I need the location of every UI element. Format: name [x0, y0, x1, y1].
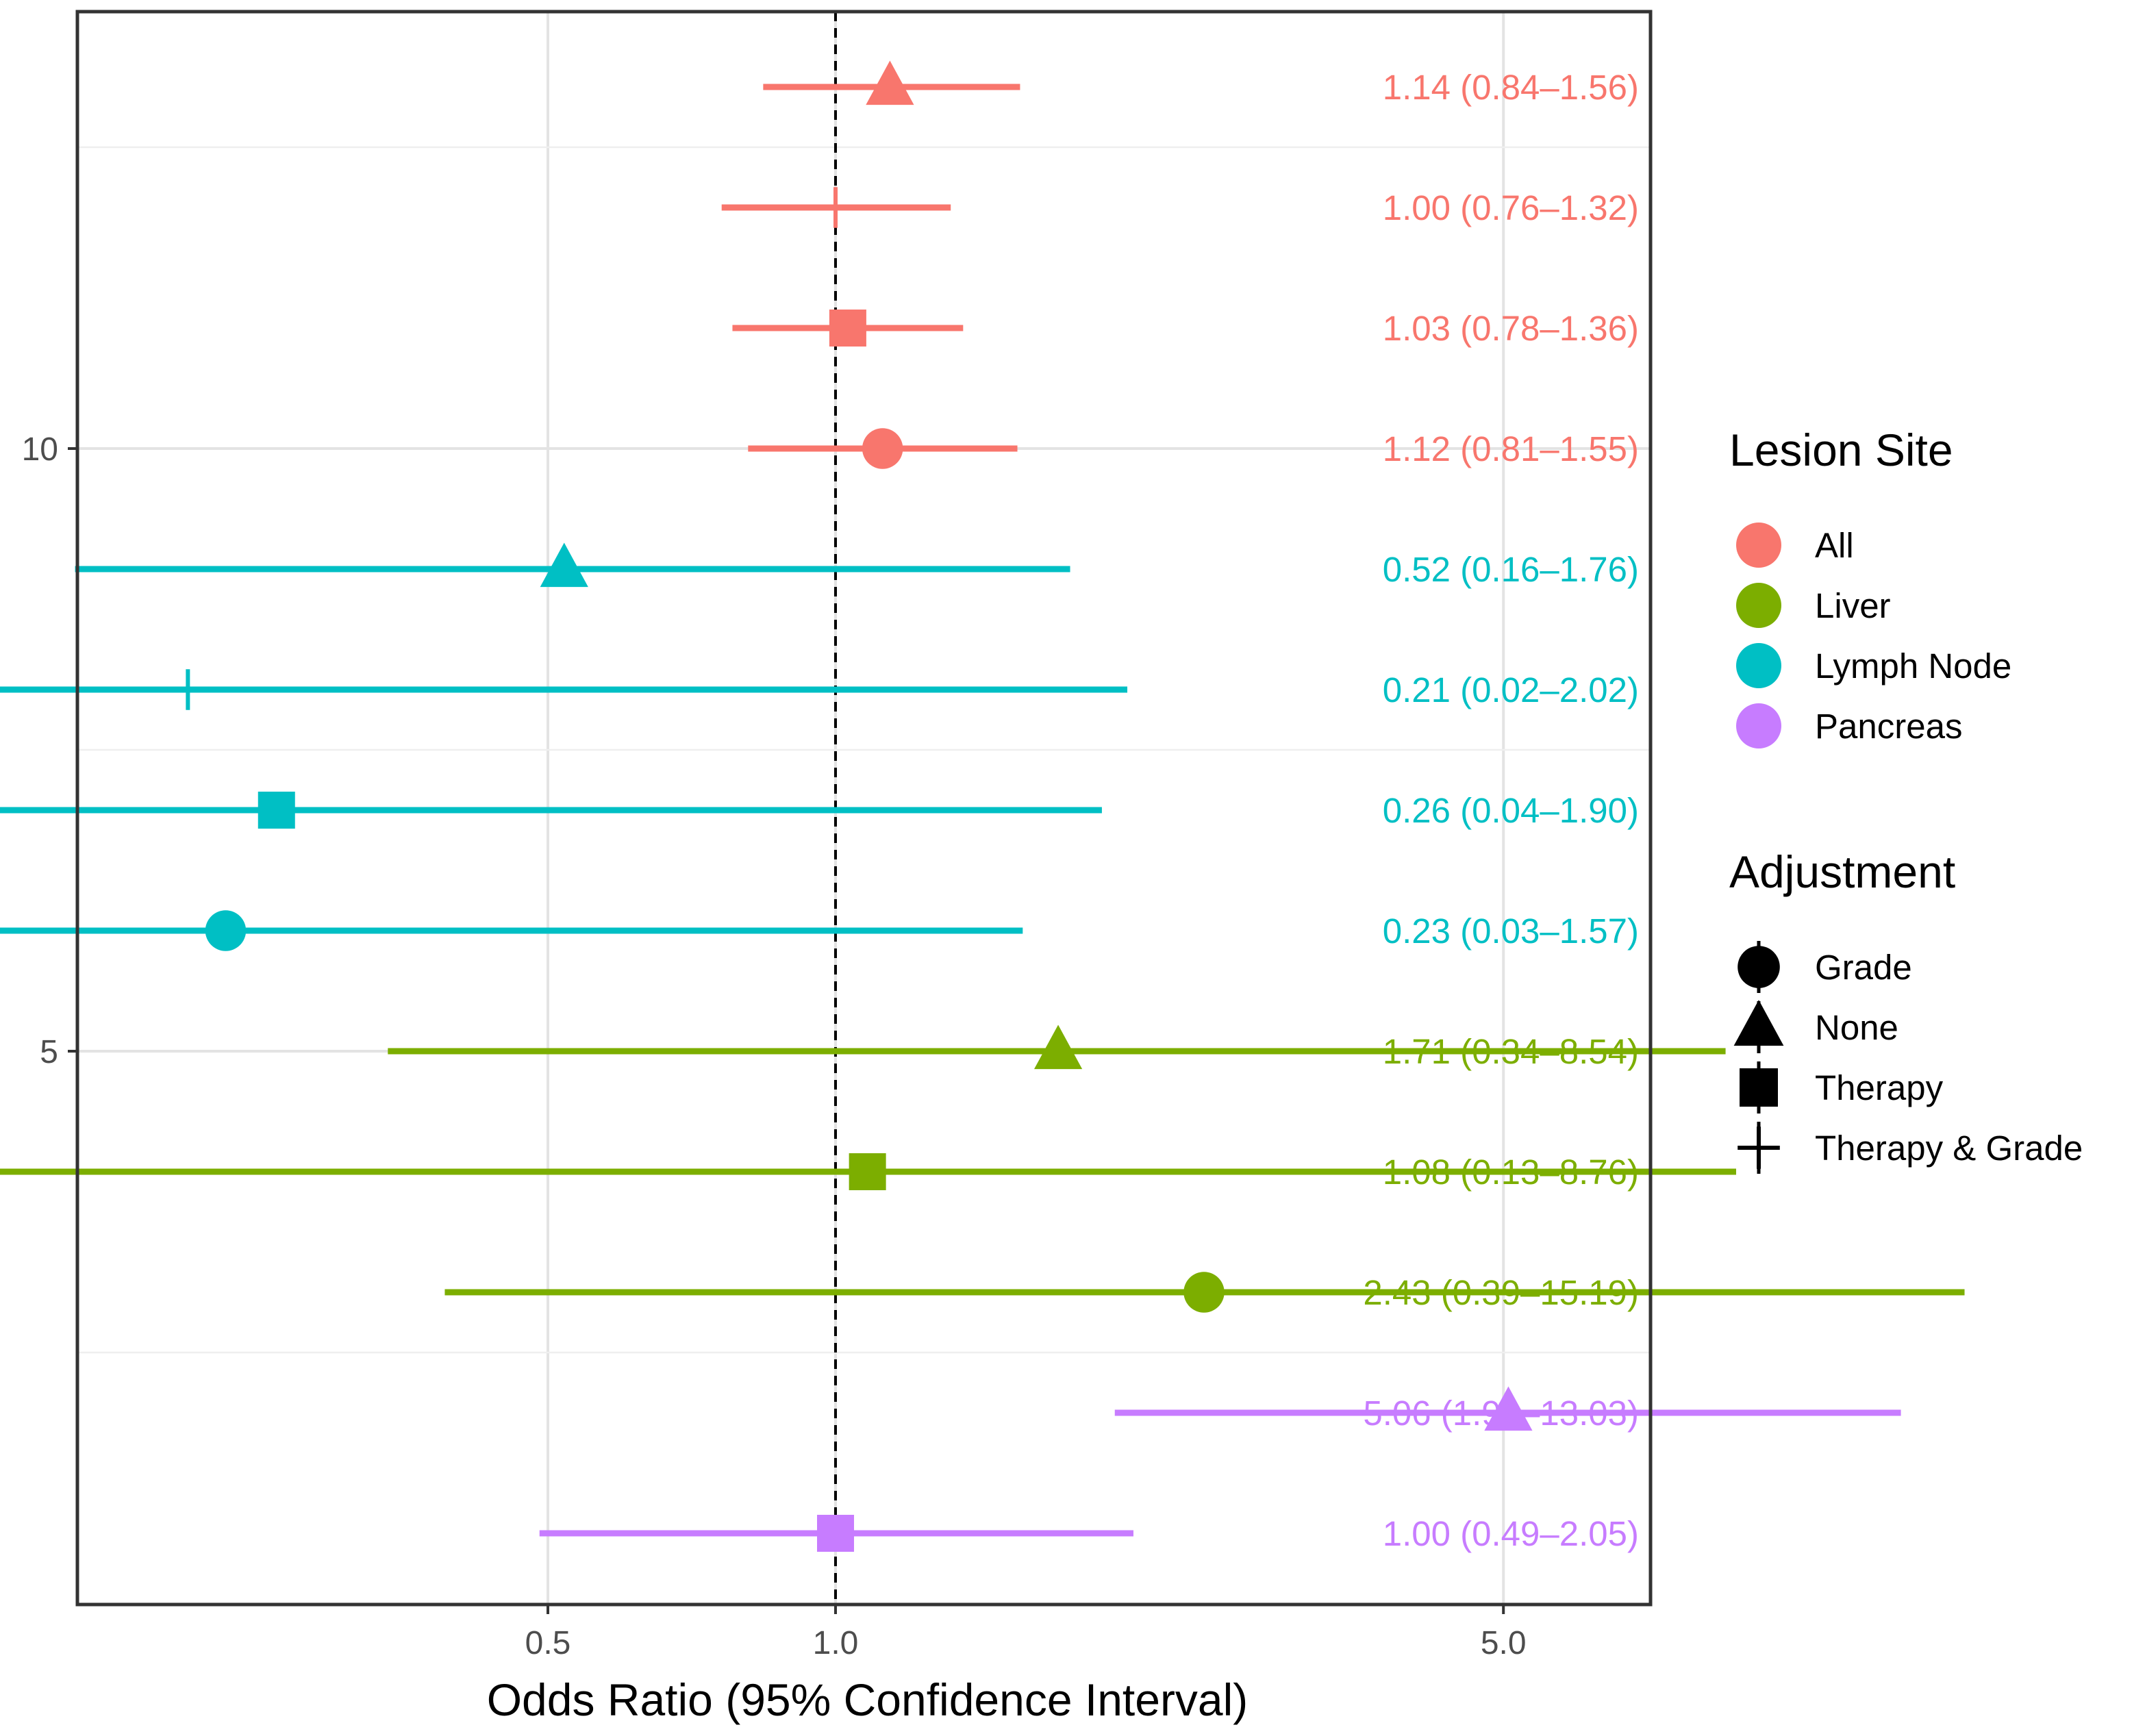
estimate-label: 0.52 (0.16–1.76) — [1383, 550, 1639, 589]
estimate-label: 0.23 (0.03–1.57) — [1383, 911, 1639, 951]
x-tick-label: 1.0 — [813, 1625, 859, 1661]
estimate-label: 1.00 (0.76–1.32) — [1383, 188, 1639, 227]
estimate-row: 1.03 (0.78–1.36) — [732, 309, 1639, 348]
estimate-row: 0.23 (0.03–1.57) — [0, 910, 1639, 951]
estimate-row: 1.00 (0.49–2.05) — [539, 1514, 1639, 1553]
legend-item-label: Therapy & Grade — [1815, 1129, 2083, 1168]
estimate-row: 1.08 (0.13–8.76) — [0, 1153, 1736, 1192]
point-estimate — [1033, 1024, 1083, 1070]
estimate-label: 1.14 (0.84–1.56) — [1383, 68, 1639, 107]
estimate-label: 1.08 (0.13–8.76) — [1383, 1153, 1639, 1192]
legend-item: Pancreas — [1736, 703, 1962, 749]
point-estimate — [167, 669, 209, 710]
point-estimate — [258, 792, 295, 829]
estimate-label: 1.12 (0.81–1.55) — [1383, 429, 1639, 468]
estimate-row: 1.12 (0.81–1.55) — [748, 428, 1639, 469]
legend-item-label: All — [1815, 526, 1854, 565]
legend-key-shape — [1740, 1068, 1778, 1107]
legend-key-shape — [1738, 1127, 1780, 1169]
estimate-row: 1.71 (0.34–8.54) — [388, 1024, 1726, 1071]
legend-item-label: None — [1815, 1008, 1898, 1047]
legend-item-label: Therapy — [1815, 1068, 1944, 1107]
estimate-row: 0.21 (0.02–2.02) — [0, 669, 1639, 710]
estimate-label: 1.71 (0.34–8.54) — [1383, 1032, 1639, 1071]
legend-item-label: Lymph Node — [1815, 646, 2011, 685]
x-axis-title: Odds Ratio (95% Confidence Interval) — [487, 1674, 1249, 1725]
legend-item: All — [1736, 523, 1854, 568]
legend-item: Grade — [1738, 941, 1912, 993]
estimate-label: 2.43 (0.39–15.19) — [1363, 1273, 1639, 1312]
estimate-label: 0.21 (0.02–2.02) — [1383, 670, 1639, 709]
legend-key-swatch — [1736, 523, 1781, 568]
y-tick-label: 10 — [22, 431, 58, 468]
legend-item: Therapy — [1740, 1061, 1944, 1114]
estimate-label: 1.03 (0.78–1.36) — [1383, 309, 1639, 348]
legend-key-swatch — [1736, 643, 1781, 688]
legend-item-label: Liver — [1815, 586, 1891, 625]
point-estimate — [1183, 1272, 1225, 1313]
legend-title: Lesion Site — [1729, 425, 1953, 475]
estimate-label: 5.06 (1.96–13.03) — [1363, 1394, 1639, 1433]
point-estimate — [866, 60, 914, 105]
panel-border — [75, 10, 1653, 1607]
point-estimate — [817, 1515, 854, 1552]
legend-key-swatch — [1736, 703, 1781, 749]
estimate-row: 5.06 (1.96–13.03) — [1114, 1386, 1901, 1433]
legend-key-shape — [1733, 1000, 1784, 1046]
x-tick-label: 5.0 — [1481, 1625, 1527, 1661]
point-estimate — [1484, 1386, 1533, 1431]
point-estimate — [849, 1153, 886, 1190]
x-tick-label: 0.5 — [525, 1625, 571, 1661]
legend-item-label: Grade — [1815, 948, 1912, 987]
legend-item: None — [1733, 1000, 1898, 1053]
estimate-row: 2.43 (0.39–15.19) — [444, 1272, 1965, 1313]
point-estimate — [540, 542, 588, 588]
legend-item-label: Pancreas — [1815, 707, 1962, 746]
legend-adjustment: Adjustment Grade None Therapy Therapy & Grad… — [1729, 846, 2083, 1174]
estimate-row: 1.14 (0.84–1.56) — [763, 60, 1639, 107]
legend-item: Liver — [1736, 583, 1891, 628]
point-estimate — [829, 310, 866, 347]
point-estimate — [205, 910, 247, 951]
estimate-row: 0.52 (0.16–1.76) — [75, 542, 1639, 589]
point-estimate — [815, 187, 856, 228]
estimate-row: 0.26 (0.04–1.90) — [0, 791, 1639, 830]
legend-lesion-site: Lesion Site All Liver Lymph Node Pancreas — [1729, 425, 2011, 749]
legend-key-swatch — [1736, 583, 1781, 628]
legend-key-shape — [1738, 946, 1780, 988]
estimate-row: 1.00 (0.76–1.32) — [721, 187, 1639, 228]
legend-item: Therapy & Grade — [1738, 1122, 2083, 1174]
point-estimate — [862, 428, 903, 469]
estimate-label: 1.00 (0.49–2.05) — [1383, 1514, 1639, 1553]
legend-item: Lymph Node — [1736, 643, 2011, 688]
data-marks: 1.14 (0.84–1.56) 1.00 (0.76–1.32) 1.03 (0.… — [0, 60, 1965, 1553]
legend-title: Adjustment — [1729, 846, 1955, 897]
y-tick-label: 5 — [40, 1034, 58, 1070]
estimate-label: 0.26 (0.04–1.90) — [1383, 791, 1639, 830]
legends: Lesion Site All Liver Lymph Node Pancreas Adj… — [1729, 425, 2083, 1174]
